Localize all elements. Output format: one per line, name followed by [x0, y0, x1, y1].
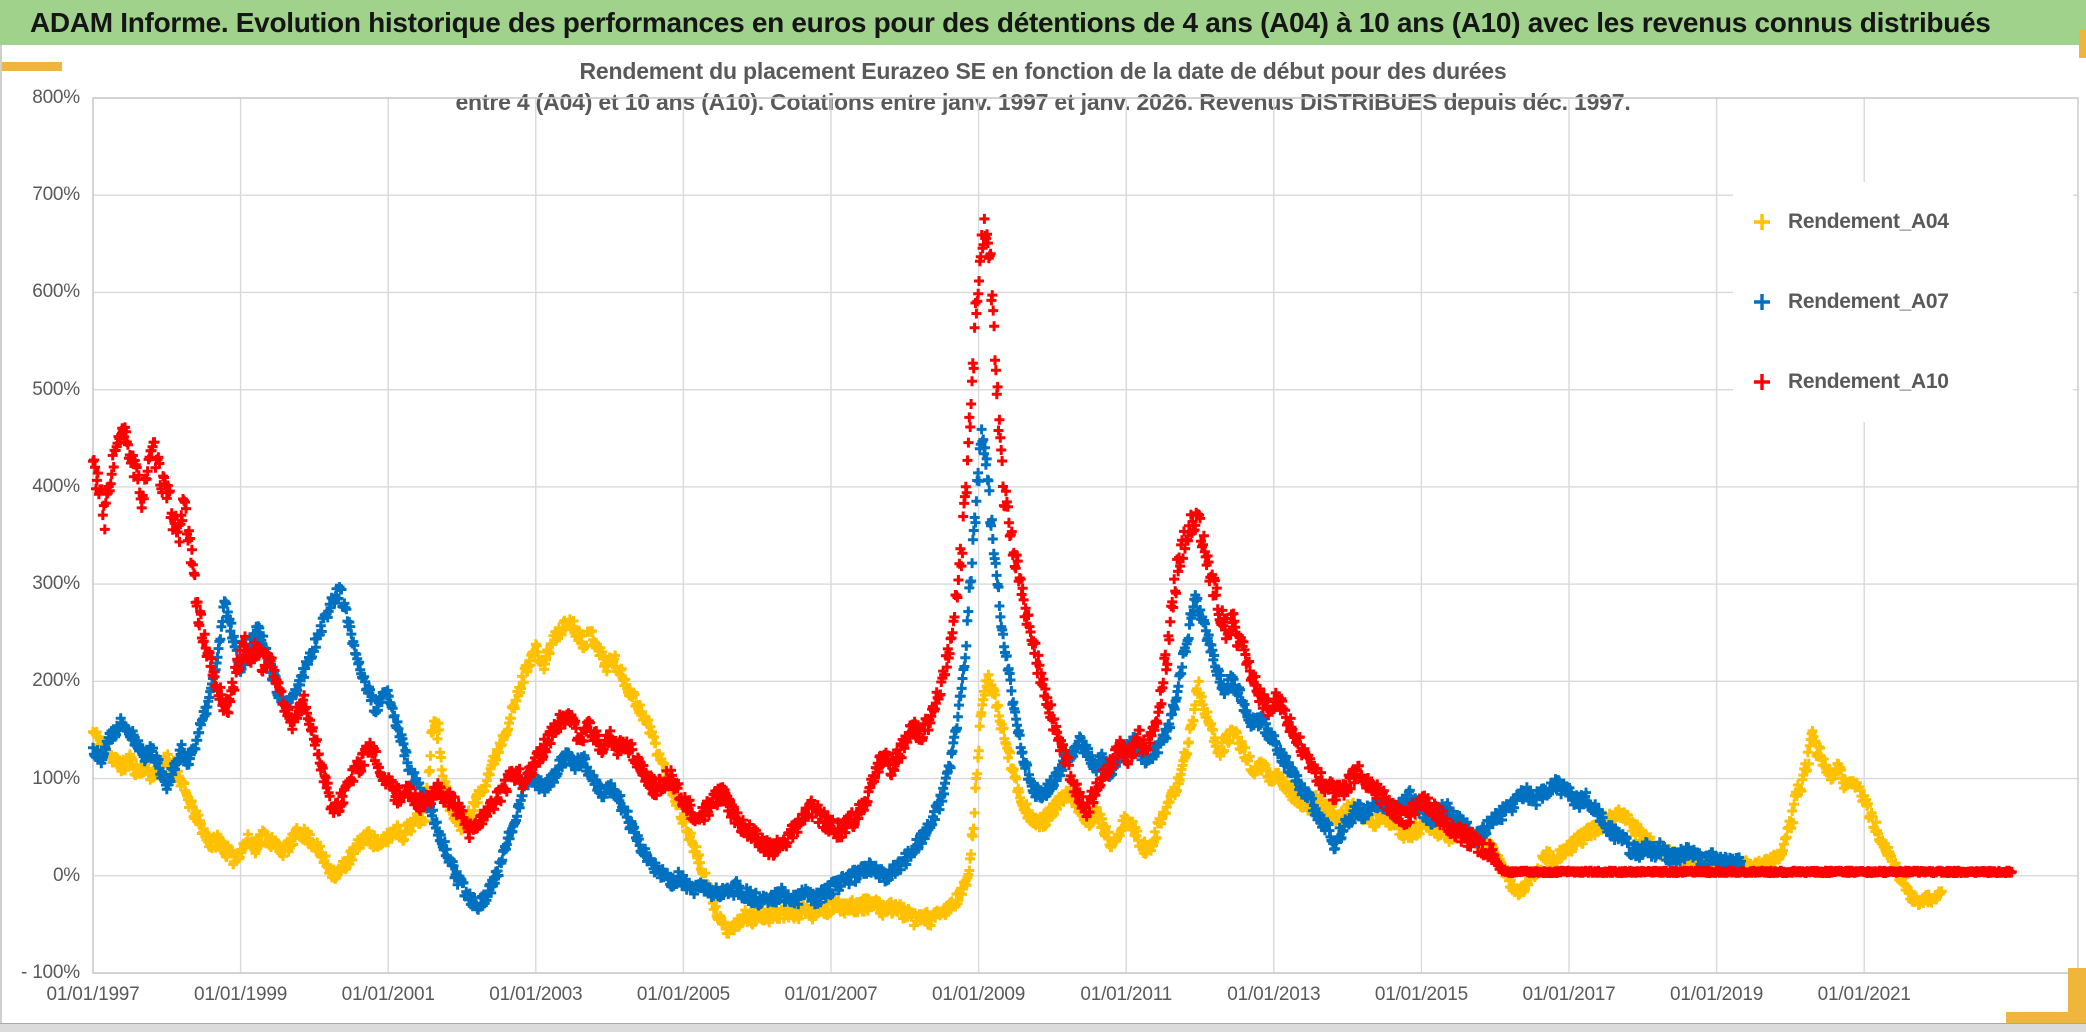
series-Rendement_A10: [88, 213, 2017, 879]
x-axis-label: 01/01/1999: [194, 984, 288, 1005]
y-axis-label: 600%: [32, 281, 80, 303]
gold-accent-right-top: [2079, 30, 2086, 58]
x-axis-label: 01/01/2005: [636, 984, 730, 1005]
x-axis-label: 01/01/2007: [784, 984, 878, 1005]
x-axis-label: 01/01/2001: [341, 984, 435, 1005]
bottom-row-strip: [0, 1023, 2086, 1032]
legend-item-a04: Rendement_A04: [1751, 202, 1949, 242]
gold-accent-right-bottom: [2068, 968, 2086, 1024]
legend-label: Rendement_A04: [1788, 210, 1949, 233]
legend-item-a07: Rendement_A07: [1751, 282, 1949, 322]
x-axis-label: 01/01/2021: [1817, 984, 1911, 1005]
y-axis-label: 0%: [52, 864, 80, 886]
x-axis-label: 01/01/2013: [1227, 984, 1321, 1005]
x-axis-label: 01/01/2019: [1670, 984, 1764, 1005]
legend: Rendement_A04 Rendement_A07 Rendement_A1…: [1733, 182, 2073, 422]
chart-title: Rendement du placement Eurazeo SE en fon…: [93, 56, 1993, 118]
y-axis-label: 400%: [32, 475, 80, 497]
gold-accent-left: [2, 62, 62, 71]
legend-item-a10: Rendement_A10: [1751, 362, 1949, 402]
plus-marker-icon: [1754, 214, 1770, 230]
left-edge-line: [0, 45, 2, 1031]
chart-title-line-2: entre 4 (A04) et 10 ans (A10). Cotations…: [455, 89, 1631, 115]
header-bar: ADAM Informe. Evolution historique des p…: [0, 0, 2086, 45]
chart-title-line-1: Rendement du placement Eurazeo SE en fon…: [579, 58, 1507, 84]
plus-marker-icon: [1754, 374, 1770, 390]
gold-accent-bottom-foot: [2006, 1012, 2086, 1025]
y-axis-label: 200%: [32, 670, 80, 692]
y-axis-label: 800%: [32, 87, 80, 108]
legend-label: Rendement_A10: [1788, 370, 1949, 393]
x-axis-label: 01/01/2015: [1374, 984, 1468, 1005]
plot-border: [92, 97, 2079, 974]
series-Rendement_A07: [88, 424, 1746, 915]
x-axis-label: 01/01/2009: [932, 984, 1026, 1005]
x-axis-label: 01/01/2011: [1080, 984, 1173, 1005]
page-title: ADAM Informe. Evolution historique des p…: [30, 6, 1991, 38]
x-axis-label: 01/01/2017: [1522, 984, 1616, 1005]
y-axis-label: 100%: [32, 767, 80, 789]
y-axis-label: 700%: [32, 184, 80, 206]
y-axis-label: - 100%: [20, 962, 80, 983]
y-axis-label: 300%: [32, 573, 80, 595]
y-axis-label: 500%: [32, 378, 80, 400]
x-axis-label: 01/01/2003: [489, 984, 583, 1005]
x-axis-label: 01/01/1997: [46, 984, 140, 1005]
legend-label: Rendement_A07: [1788, 290, 1949, 313]
plus-marker-icon: [1754, 294, 1770, 310]
series-Rendement_A04: [88, 614, 1947, 939]
